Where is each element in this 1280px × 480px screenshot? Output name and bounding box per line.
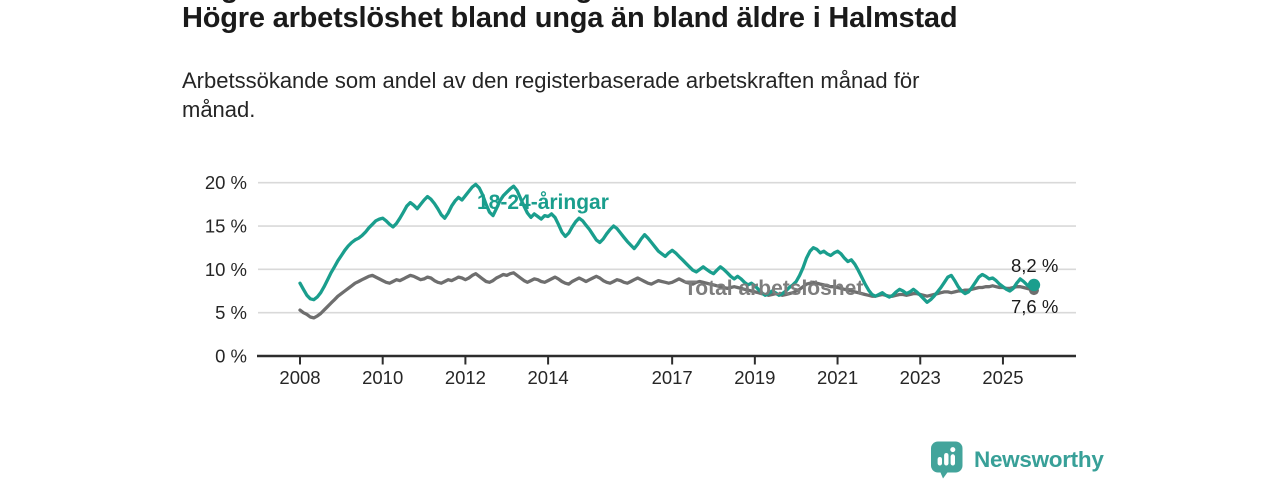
brand-name: Newsworthy [974,447,1104,472]
x-tick-label-2025: 2025 [982,367,1023,388]
x-tick-label-2010: 2010 [362,367,403,388]
line-total-arbetslöshet [298,271,1036,320]
line-18-24-åringar [298,182,1036,304]
series-label-18-24-åringar: 18-24-åringar [477,191,609,214]
y-tick-label-20: 20 % [205,172,247,193]
clipped-text-artifact: Högre arbetslöshet bland unga än bland ä… [182,0,968,3]
y-tick-label-15: 15 % [205,216,247,237]
x-tick-label-2008: 2008 [279,367,320,388]
end-value-label-18-24-åringar: 8,2 % [1011,255,1058,276]
x-tick-label-2012: 2012 [445,367,486,388]
y-tick-label-10: 10 % [205,259,247,280]
end-value-label-total-arbetslöshet: 7,6 % [1011,296,1058,317]
brand-footer: Newsworthy [930,441,1104,479]
end-dot-18-24-åringar [1027,278,1041,292]
y-tick-label-0: 0 % [215,346,247,367]
chart-subtitle: Arbetssökande som andel av den registerb… [182,68,920,122]
x-tick-label-2019: 2019 [734,367,775,388]
page-title: Högre arbetslöshet bland unga än bland ä… [182,2,958,34]
newsworthy-logo-icon [931,441,963,479]
y-tick-label-5: 5 % [215,302,247,323]
x-tick-label-2023: 2023 [900,367,941,388]
x-tick-label-2021: 2021 [817,367,858,388]
series-label-total-arbetslöshet: Total arbetslöshet [684,277,863,300]
x-tick-label-2017: 2017 [652,367,693,388]
x-tick-label-2014: 2014 [528,367,569,388]
